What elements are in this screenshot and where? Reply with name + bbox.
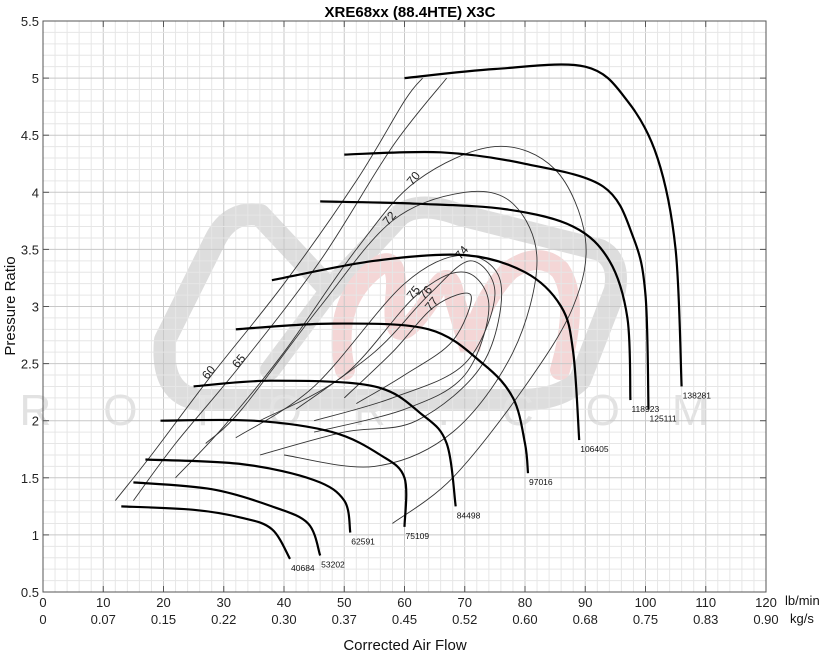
- x-tick-label: 50: [337, 595, 351, 610]
- watermark-text: ROTOR.COM: [20, 386, 761, 435]
- axis-ticks: 0 0 10 0.07 20 0.15 30 0.22 40 0.30 50 0.37 60 0.45 70…: [21, 14, 779, 627]
- speed-line-138281: [404, 63, 683, 387]
- x-tick-label-kgs: 0.83: [693, 612, 718, 627]
- x-tick-label-kgs: 0.52: [452, 612, 477, 627]
- speed-line-label: 106405: [580, 444, 609, 454]
- speed-line-97016: [235, 322, 530, 474]
- speed-line-label: 97016: [529, 477, 553, 487]
- speed-line-62591: [145, 458, 352, 533]
- x-tick-label-kgs: 0.37: [332, 612, 357, 627]
- y-tick-label: 4.5: [21, 128, 39, 143]
- efficiency-contour-76: [295, 260, 496, 422]
- y-tick-label: 3: [32, 300, 39, 315]
- x-tick-label: 0: [39, 595, 46, 610]
- speed-line-label: 118923: [631, 404, 659, 414]
- y-tick-label: 5: [32, 71, 39, 86]
- x-tick-label: 30: [217, 595, 231, 610]
- x-tick-label-kgs: 0.75: [633, 612, 658, 627]
- y-tick-label: 3.5: [21, 242, 39, 257]
- y-tick-label: 1.5: [21, 471, 39, 486]
- x-tick-label-kgs: 0: [39, 612, 46, 627]
- speed-line-label: 40684: [291, 563, 315, 573]
- x-unit-secondary: kg/s: [790, 611, 814, 626]
- efficiency-label: 70: [404, 168, 424, 187]
- y-tick-label: 2.5: [21, 357, 39, 372]
- x-tick-label-kgs: 0.30: [271, 612, 296, 627]
- x-tick-label-kgs: 0.60: [512, 612, 537, 627]
- speed-line-label: 53202: [321, 559, 345, 569]
- speed-line-53202: [133, 481, 322, 556]
- speed-line-84498: [193, 379, 457, 507]
- x-tick-label-kgs: 0.07: [91, 612, 116, 627]
- efficiency-contour-70: [175, 145, 587, 524]
- x-tick-label-kgs: 0.90: [753, 612, 778, 627]
- grid: [42, 20, 767, 593]
- x-tick-label: 90: [578, 595, 592, 610]
- speed-line-118923: [320, 200, 632, 401]
- speed-line-40684: [121, 505, 291, 560]
- speed-line-label: 62591: [351, 537, 375, 547]
- speed-line-75109: [160, 418, 408, 527]
- speed-line-label: 84498: [457, 510, 481, 520]
- speed-line-label: 138281: [683, 390, 712, 400]
- efficiency-contour-60: [114, 77, 423, 501]
- x-unit-primary: lb/min: [785, 593, 820, 608]
- speed-lines: 40684 53202 62591 75109 84498 97016 106405 1189…: [121, 63, 712, 573]
- y-tick-label: 0.5: [21, 585, 39, 600]
- efficiency-label: 74: [452, 243, 472, 262]
- speed-line-label: 125111: [650, 413, 677, 423]
- y-tick-label: 2: [32, 414, 39, 429]
- x-tick-label: 80: [518, 595, 532, 610]
- x-tick-label: 20: [156, 595, 170, 610]
- y-tick-label: 1: [32, 528, 39, 543]
- speed-line-106405: [271, 253, 581, 441]
- x-tick-label: 60: [397, 595, 411, 610]
- x-tick-label: 40: [277, 595, 291, 610]
- x-tick-label-kgs: 0.22: [211, 612, 236, 627]
- x-tick-label: 70: [458, 595, 472, 610]
- y-axis-label: Pressure Ratio: [2, 256, 19, 355]
- x-tick-label: 100: [635, 595, 657, 610]
- speed-line-125111: [344, 150, 650, 410]
- efficiency-contour-65: [133, 77, 448, 501]
- y-tick-label: 4: [32, 185, 39, 200]
- x-tick-label-kgs: 0.15: [151, 612, 176, 627]
- efficiency-label: 65: [229, 351, 249, 370]
- x-tick-label: 120: [755, 595, 777, 610]
- x-tick-label-kgs: 0.45: [392, 612, 417, 627]
- x-tick-label: 110: [695, 595, 716, 610]
- x-axis-label: Corrected Air Flow: [343, 637, 467, 654]
- efficiency-contour-77: [343, 292, 472, 404]
- efficiency-contour-74: [235, 254, 502, 456]
- speed-line-label: 75109: [406, 531, 430, 541]
- x-tick-label-kgs: 0.68: [573, 612, 598, 627]
- y-tick-label: 5.5: [21, 14, 39, 29]
- efficiency-label: 60: [199, 363, 219, 382]
- x-tick-label: 10: [96, 595, 110, 610]
- chart-title: XRE68xx (88.4HTE) X3C: [325, 4, 496, 21]
- efficiency-contour-72: [205, 190, 538, 468]
